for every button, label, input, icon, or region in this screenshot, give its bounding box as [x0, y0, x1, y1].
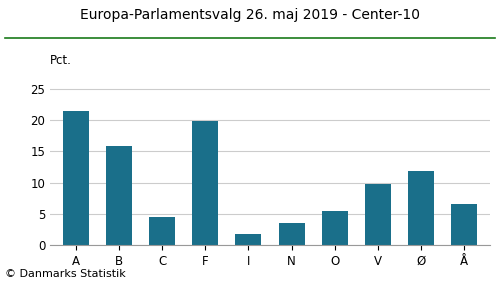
Bar [365, 184, 391, 245]
Text: Europa-Parlamentsvalg 26. maj 2019 - Center-10: Europa-Parlamentsvalg 26. maj 2019 - Cen… [80, 8, 420, 23]
Bar [408, 171, 434, 245]
Bar [149, 217, 175, 245]
Bar [451, 204, 477, 245]
Bar [192, 121, 218, 245]
Text: Pct.: Pct. [50, 54, 72, 67]
Text: © Danmarks Statistik: © Danmarks Statistik [5, 269, 126, 279]
Bar [63, 111, 89, 245]
Bar [278, 223, 304, 245]
Bar [322, 211, 347, 245]
Bar [106, 146, 132, 245]
Bar [236, 234, 262, 245]
